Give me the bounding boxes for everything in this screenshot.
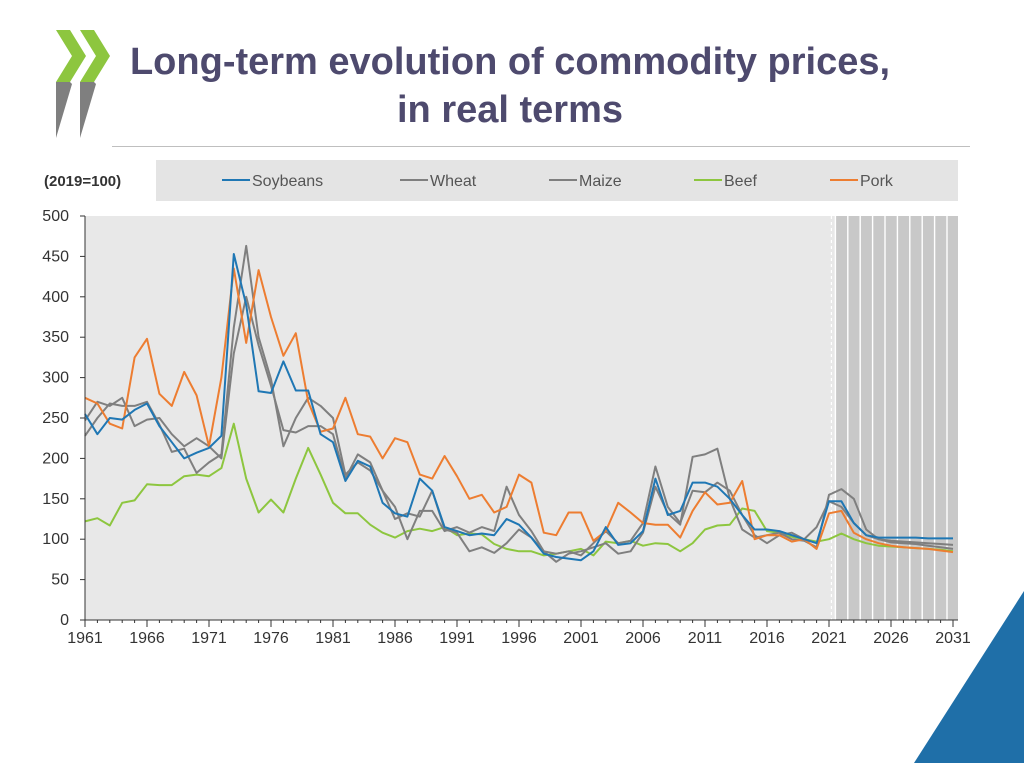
y-tick-label: 150 <box>42 491 69 508</box>
legend-label-maize: Maize <box>579 173 622 190</box>
x-tick-label: 1991 <box>439 630 475 647</box>
y-tick-label: 350 <box>42 329 69 346</box>
title-divider <box>112 146 970 147</box>
x-tick-label: 1971 <box>191 630 227 647</box>
y-tick-label: 500 <box>42 208 69 225</box>
x-tick-label: 2026 <box>873 630 909 647</box>
x-tick-label: 2001 <box>563 630 599 647</box>
slide-title: Long-term evolution of commodity prices,… <box>100 38 920 134</box>
oecd-logo <box>50 30 110 147</box>
y-tick-label: 200 <box>42 450 69 467</box>
x-tick-label: 2006 <box>625 630 661 647</box>
plot-area <box>85 216 958 620</box>
legend-label-wheat: Wheat <box>430 173 477 190</box>
y-tick-label: 0 <box>60 612 69 629</box>
x-tick-label: 1986 <box>377 630 413 647</box>
x-tick-label: 1966 <box>129 630 165 647</box>
y-tick-label: 100 <box>42 531 69 548</box>
x-tick-label: 2011 <box>688 630 723 647</box>
series-line-soybeans <box>84 253 953 562</box>
y-tick-label: 50 <box>51 572 69 589</box>
x-tick-label: 2021 <box>811 630 847 647</box>
axes: 0 50 100 150 200 250 300 350 400 450 500 1961 1966 19… <box>42 208 971 647</box>
legend: Soybeans Wheat Maize Beef Pork <box>222 173 894 190</box>
x-tick-label: 1981 <box>315 630 351 647</box>
y-tick-label: 450 <box>42 248 69 265</box>
title-line-1: Long-term evolution of commodity prices, <box>129 41 891 83</box>
corner-decoration <box>914 591 1024 768</box>
x-tick-label: 1996 <box>501 630 537 647</box>
y-tick-label: 300 <box>42 370 69 387</box>
title-line-2: in real terms <box>397 89 623 131</box>
series-line-wheat <box>84 295 954 557</box>
unit-label: (2019=100) <box>44 173 121 190</box>
series-group <box>84 244 954 563</box>
legend-label-beef: Beef <box>724 173 757 190</box>
projection-zone <box>830 216 958 620</box>
legend-label-pork: Pork <box>860 173 894 190</box>
x-tick-label: 2016 <box>749 630 785 647</box>
x-tick-label: 1961 <box>67 630 103 647</box>
y-tick-label: 400 <box>42 289 69 306</box>
x-tick-label: 2031 <box>935 630 971 647</box>
legend-label-soybeans: Soybeans <box>252 173 323 190</box>
x-tick-label: 1976 <box>253 630 289 647</box>
y-tick-label: 250 <box>42 410 69 427</box>
